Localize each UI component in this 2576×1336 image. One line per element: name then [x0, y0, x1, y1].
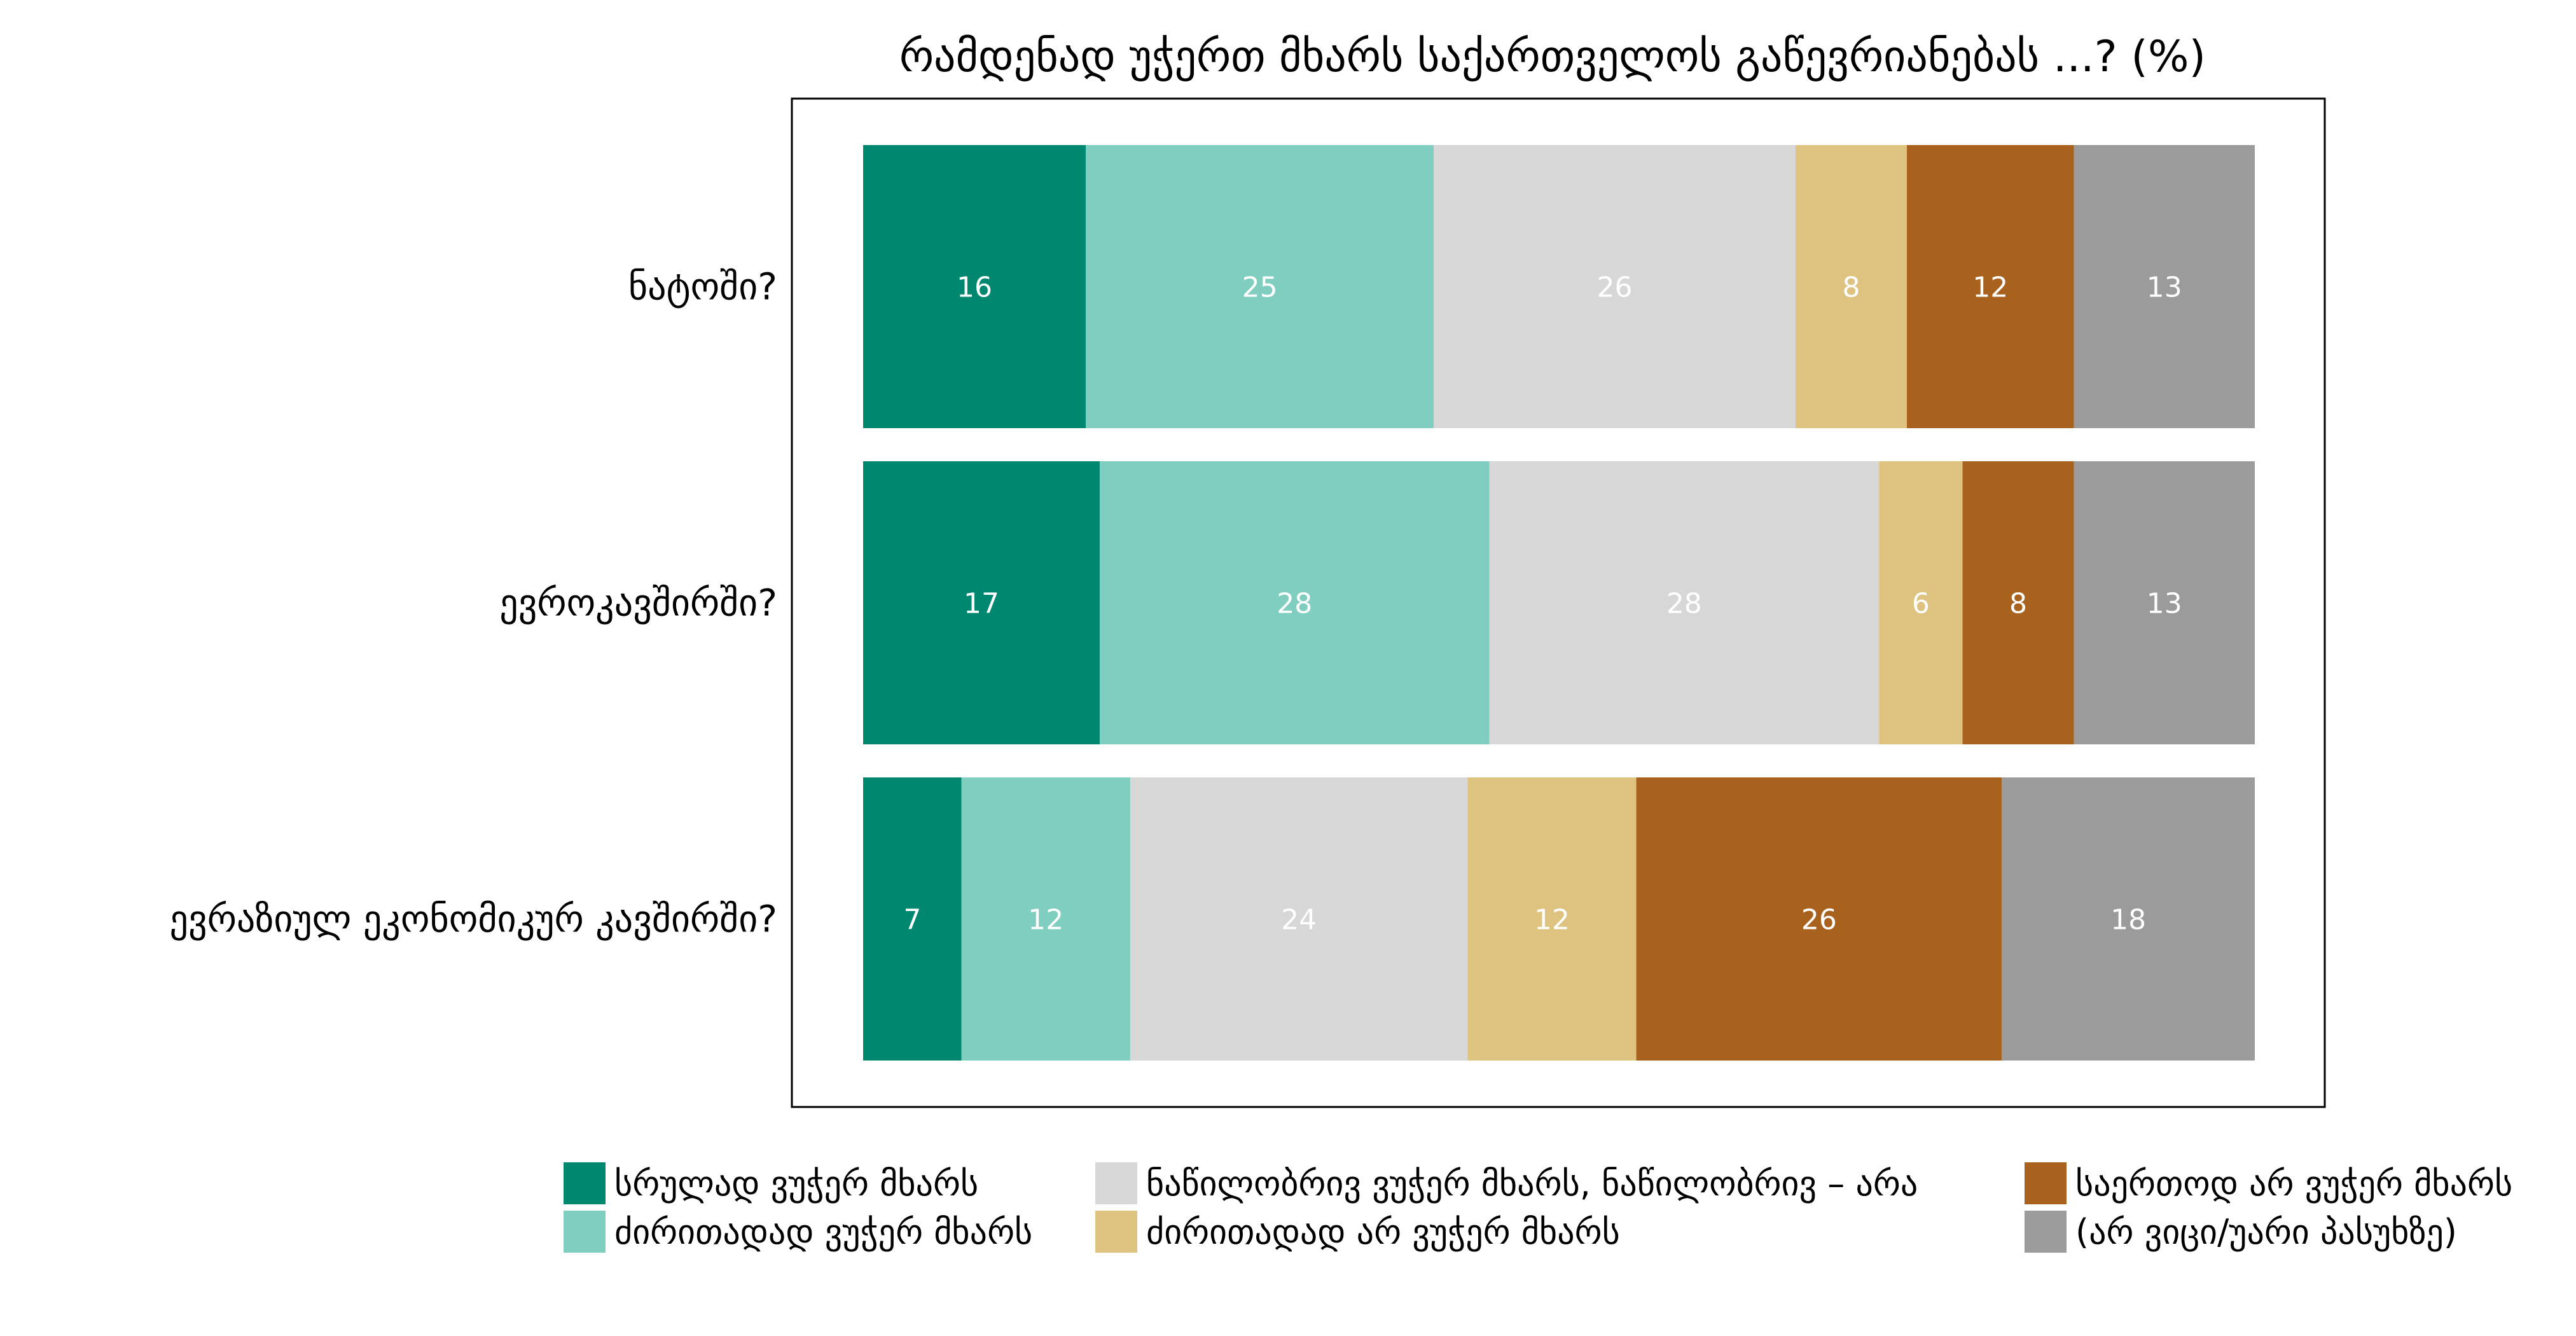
data-label: 28	[1277, 588, 1312, 620]
bar-segment	[2074, 461, 2255, 744]
legend-swatch	[1095, 1162, 1137, 1204]
data-label: 8	[1842, 272, 1860, 304]
legend-swatch	[2025, 1211, 2067, 1253]
legend: სრულად ვუჭერ მხარს ძირითადად ვუჭერ მხარს ნ…	[564, 1162, 2512, 1253]
data-label: 24	[1281, 904, 1317, 936]
data-label: 13	[2147, 272, 2182, 304]
legend-label: ძირითადად ვუჭერ მხარს	[614, 1212, 1032, 1252]
data-label: 16	[957, 272, 992, 304]
category-labels: ნატოში? ევროკავშირში? ევრაზიულ ეკონომიკურ …	[170, 265, 778, 941]
legend-label: (არ ვიცი/უარი პასუხზე)	[2075, 1212, 2457, 1252]
legend-swatch	[2025, 1162, 2067, 1204]
legend-swatch	[564, 1162, 606, 1204]
bar-segment	[1489, 461, 1880, 744]
bar-segment	[1467, 777, 1637, 1061]
bar-segment	[1636, 777, 2002, 1061]
bar-segment	[863, 145, 1086, 428]
data-label: 25	[1242, 272, 1278, 304]
legend-label: სრულად ვუჭერ მხარს	[614, 1164, 978, 1204]
category-label: ევროკავშირში?	[499, 581, 777, 625]
data-label: 7	[903, 904, 921, 936]
data-label: 17	[964, 588, 999, 620]
data-label: 26	[1801, 904, 1837, 936]
data-label: 12	[1534, 904, 1570, 936]
data-label: 12	[1972, 272, 2008, 304]
bar-segment	[1879, 461, 1963, 744]
data-label: 12	[1028, 904, 1063, 936]
plot-frame	[791, 97, 2326, 1108]
bar-segment	[1099, 461, 1490, 744]
legend-label: საერთოდ არ ვუჭერ მხარს	[2075, 1164, 2512, 1204]
legend-label: ნაწილობრივ ვუჭერ მხარს, ნაწილობრივ – არა	[1146, 1164, 1918, 1204]
bar-segment	[1962, 461, 2074, 744]
bar-segment	[1907, 145, 2074, 428]
bar-segment	[863, 777, 962, 1061]
data-label: 18	[2110, 904, 2146, 936]
data-label: 26	[1597, 272, 1633, 304]
bar-segment	[2074, 145, 2255, 428]
legend-swatch	[564, 1211, 606, 1253]
data-label: 8	[2009, 588, 2027, 620]
chart-title: რამდენად უჭერთ მხარს საქართველოს გაწევრი…	[899, 32, 2206, 82]
bar-segment	[2002, 777, 2255, 1061]
bar-segment	[1434, 145, 1796, 428]
data-label: 6	[1912, 588, 1930, 620]
legend-swatch	[1095, 1211, 1137, 1253]
bars-layer: 16 25 26 8 12 13 17 28 28 6 8 13 7 12 24 12 26 18	[863, 145, 2255, 1061]
data-label: 13	[2147, 588, 2182, 620]
data-label: 28	[1666, 588, 1702, 620]
bar-segment	[1086, 145, 1434, 428]
legend-label: ძირითადად არ ვუჭერ მხარს	[1146, 1212, 1620, 1252]
category-label: ევრაზიულ ეკონომიკურ კავშირში?	[170, 898, 778, 941]
bar-segment	[961, 777, 1130, 1061]
bar-segment	[1130, 777, 1468, 1061]
bar-segment	[863, 461, 1100, 744]
bar-segment	[1795, 145, 1907, 428]
category-label: ნატოში?	[628, 265, 777, 309]
